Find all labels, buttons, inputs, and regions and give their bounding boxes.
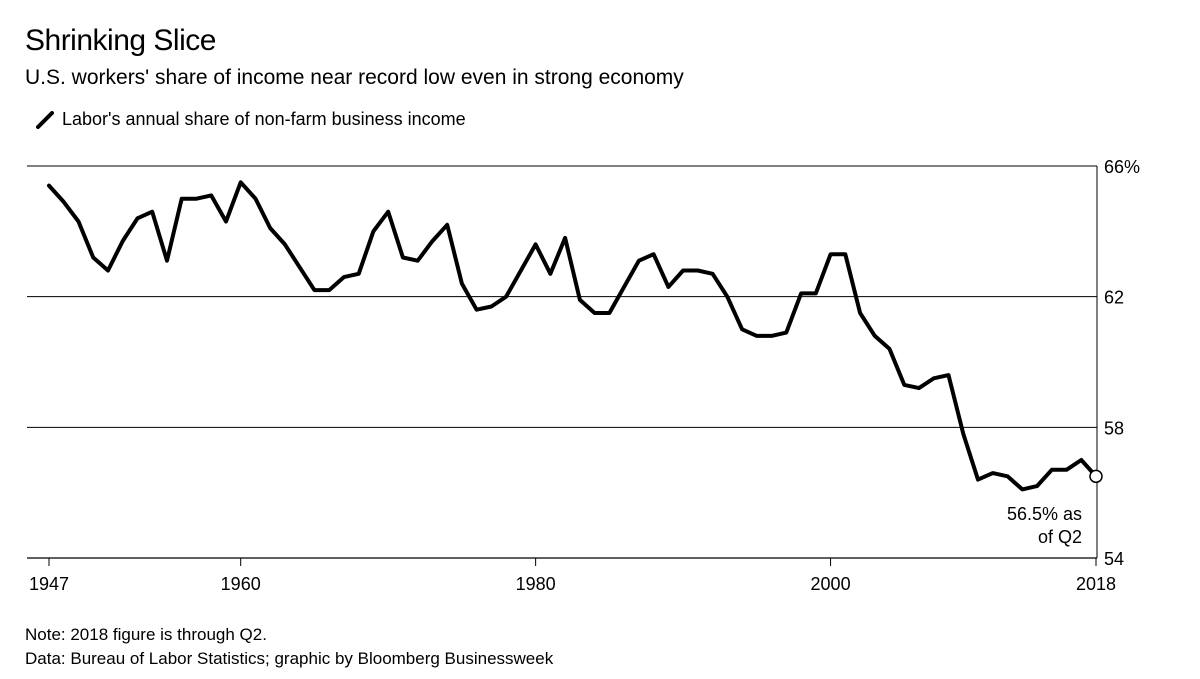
legend-label: Labor's annual share of non-farm busines… xyxy=(62,109,466,129)
x-tick-label-1947: 1947 xyxy=(29,574,69,594)
x-tick-label-1960: 1960 xyxy=(221,574,261,594)
chart-note: Note: 2018 figure is through Q2. xyxy=(25,625,267,644)
legend: Labor's annual share of non-farm busines… xyxy=(36,109,466,130)
x-tick-label-2000: 2000 xyxy=(811,574,851,594)
annotation-label-line1: 56.5% as xyxy=(1007,504,1082,524)
y-tick-label-58: 58 xyxy=(1104,418,1124,438)
chart-source: Data: Bureau of Labor Statistics; graphi… xyxy=(25,649,554,668)
chart-title: Shrinking Slice xyxy=(25,24,216,57)
chart-subtitle: U.S. workers' share of income near recor… xyxy=(25,66,684,89)
y-tick-label-54: 54 xyxy=(1104,549,1124,569)
annotation-label-line2: of Q2 xyxy=(1038,527,1082,547)
chart-footer: Note: 2018 figure is through Q2. Data: B… xyxy=(25,623,553,671)
legend-line-swatch xyxy=(36,110,54,129)
x-tick-label-1980: 1980 xyxy=(516,574,556,594)
y-tick-label-66: 66% xyxy=(1104,157,1140,177)
annotation-marker-0 xyxy=(1089,469,1103,484)
y-tick-label-62: 62 xyxy=(1104,288,1124,308)
series-line-0 xyxy=(47,180,1098,492)
x-tick-label-2018: 2018 xyxy=(1076,574,1116,594)
